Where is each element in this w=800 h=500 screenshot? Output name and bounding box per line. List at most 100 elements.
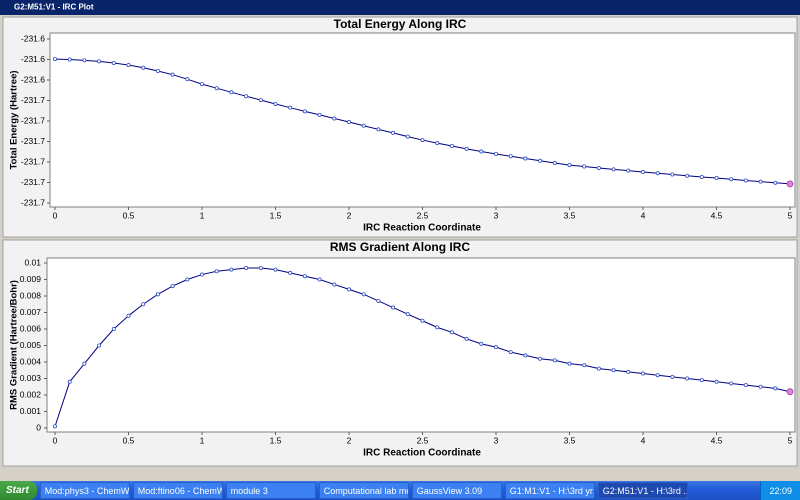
data-point xyxy=(332,282,337,287)
data-point xyxy=(244,265,249,270)
x-tick-label: 0 xyxy=(53,435,58,445)
data-point xyxy=(405,134,410,139)
data-point xyxy=(244,94,249,99)
y-tick-label: -231.7 xyxy=(21,95,45,105)
data-point xyxy=(288,105,293,110)
y-tick-label: 0.005 xyxy=(20,340,42,350)
data-point xyxy=(699,174,704,179)
start-button[interactable]: Start xyxy=(0,481,37,500)
data-point xyxy=(670,374,675,379)
data-point xyxy=(626,168,631,173)
data-point xyxy=(53,424,58,429)
data-point xyxy=(479,149,484,154)
data-point xyxy=(214,86,219,91)
y-tick-label: 0.001 xyxy=(20,406,42,416)
x-tick-label: 3 xyxy=(494,435,499,445)
y-tick-label: 0 xyxy=(36,422,41,432)
data-point xyxy=(464,146,469,151)
x-tick-label: 2.5 xyxy=(417,435,429,445)
task-button[interactable]: module 3 xyxy=(225,482,316,499)
data-point xyxy=(376,127,381,132)
data-point xyxy=(391,305,396,310)
data-point xyxy=(273,267,278,272)
data-point xyxy=(773,180,778,185)
data-point xyxy=(743,178,748,183)
y-tick-label: 0.008 xyxy=(20,290,42,300)
y-tick-label: 0.01 xyxy=(24,257,41,267)
data-point xyxy=(626,369,631,374)
data-point xyxy=(552,161,557,166)
x-tick-label: 0 xyxy=(53,210,58,220)
task-button[interactable]: Mod:phys3 - ChemWi... xyxy=(39,482,130,499)
data-point xyxy=(67,57,72,62)
task-button[interactable]: G1:M1:V1 - H:\3rd yr ... xyxy=(504,482,595,499)
plot-area xyxy=(49,32,796,208)
x-tick-label: 1 xyxy=(200,435,205,445)
data-point xyxy=(435,141,440,146)
data-point xyxy=(361,123,366,128)
x-tick-label: 5 xyxy=(788,435,793,445)
y-tick-label: -231.6 xyxy=(21,54,45,64)
y-tick-label: -231.7 xyxy=(21,136,45,146)
data-point xyxy=(596,366,601,371)
data-point xyxy=(582,164,587,169)
y-tick-label: 0.002 xyxy=(20,389,42,399)
chart-title: RMS Gradient Along IRC xyxy=(330,240,471,254)
data-point xyxy=(435,325,440,330)
title-bar xyxy=(0,0,800,15)
data-point xyxy=(596,165,601,170)
data-point xyxy=(641,170,646,175)
plot-area xyxy=(46,257,796,433)
task-button[interactable]: GaussView 3.09 xyxy=(411,482,502,499)
data-point xyxy=(758,384,763,389)
data-point xyxy=(758,179,763,184)
data-point xyxy=(773,386,778,391)
data-point xyxy=(714,175,719,180)
irc-window: G2:M51:V1 - IRC Plot Total Energy Along … xyxy=(0,0,800,467)
data-point xyxy=(258,98,263,103)
x-tick-label: 5 xyxy=(788,210,793,220)
data-point xyxy=(391,130,396,135)
data-point xyxy=(155,292,160,297)
data-point xyxy=(111,326,116,331)
data-point xyxy=(302,109,307,114)
task-button[interactable]: G2:M51:V1 - H:\3rd ... xyxy=(597,482,688,499)
data-point xyxy=(523,353,528,358)
data-point xyxy=(479,341,484,346)
x-tick-label: 0.5 xyxy=(123,435,135,445)
data-point xyxy=(170,72,175,77)
data-point xyxy=(786,388,794,396)
data-point xyxy=(611,167,616,172)
x-tick-label: 4 xyxy=(641,435,646,445)
x-tick-label: 2.5 xyxy=(417,210,429,220)
task-button[interactable]: Mod:ftino06 - ChemW... xyxy=(132,482,223,499)
data-point xyxy=(420,318,425,323)
data-point xyxy=(141,302,146,307)
data-point xyxy=(420,138,425,143)
data-point xyxy=(508,350,513,355)
data-point xyxy=(346,287,351,292)
y-tick-label: -231.7 xyxy=(21,177,45,187)
data-point xyxy=(641,371,646,376)
data-point xyxy=(655,171,660,176)
data-point xyxy=(670,172,675,177)
data-point xyxy=(229,90,234,95)
clock: 22:09 xyxy=(760,481,800,500)
data-point xyxy=(317,112,322,117)
data-point xyxy=(214,269,219,274)
data-point xyxy=(185,277,190,282)
x-tick-label: 0.5 xyxy=(123,210,135,220)
x-tick-label: 3.5 xyxy=(564,210,576,220)
data-point xyxy=(111,60,116,65)
data-point xyxy=(493,152,498,157)
y-axis-label: Total Energy (Hartree) xyxy=(9,70,20,169)
data-point xyxy=(714,379,719,384)
data-point xyxy=(567,163,572,168)
x-tick-label: 3.5 xyxy=(564,435,576,445)
data-point xyxy=(53,57,58,62)
data-point xyxy=(273,101,278,106)
task-button[interactable]: Computational lab mo... xyxy=(318,482,409,499)
data-point xyxy=(229,267,234,272)
data-point xyxy=(729,177,734,182)
